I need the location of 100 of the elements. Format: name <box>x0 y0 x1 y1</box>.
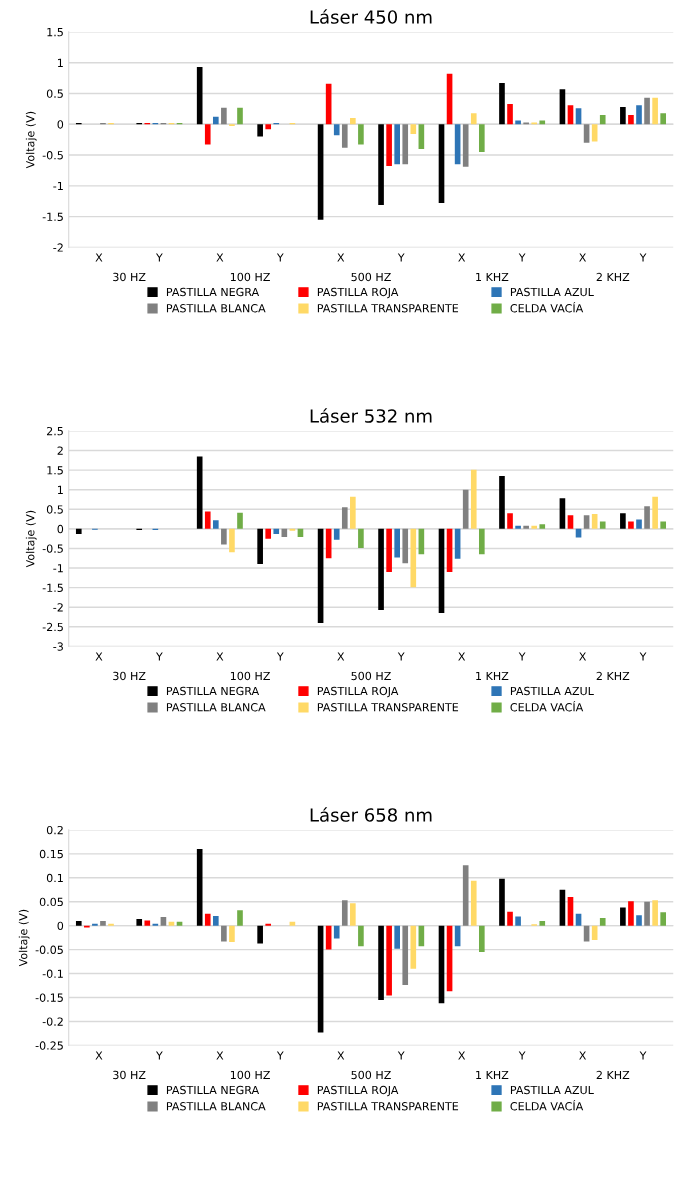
y-tick-label: 0.5 <box>46 505 63 514</box>
x-tick-label: Y <box>155 253 163 262</box>
bar <box>644 506 650 529</box>
bar <box>350 496 356 529</box>
y-tick-label: 0.1 <box>46 873 63 883</box>
y-tick-label: -0.5 <box>42 544 63 553</box>
bar <box>386 528 392 572</box>
y-tick-label: -1.5 <box>42 583 63 592</box>
bar <box>212 916 219 926</box>
bar <box>144 920 151 926</box>
x-tick-label: Y <box>639 253 647 262</box>
bar <box>333 925 340 939</box>
bar <box>136 918 143 926</box>
x-tick-label: Y <box>397 652 405 661</box>
y-tick-label: -0.15 <box>35 993 63 1002</box>
bar <box>410 124 417 135</box>
y-tick-label: -0.25 <box>35 1041 63 1050</box>
y-tick-label: 0.15 <box>39 849 63 859</box>
bar <box>567 896 574 926</box>
bar <box>499 83 505 125</box>
bar <box>515 916 521 926</box>
y-tick-label: 0.5 <box>46 89 63 98</box>
y-tick-label: -1.5 <box>42 212 63 221</box>
bar <box>333 124 340 136</box>
x-tick-label: Y <box>518 1051 526 1060</box>
x-tick-label: X <box>216 1051 224 1060</box>
bar <box>418 124 425 149</box>
bar <box>196 456 203 529</box>
bar <box>350 118 356 125</box>
bar <box>652 97 658 125</box>
bar <box>100 920 106 926</box>
bar <box>628 115 634 125</box>
x-tick-label: X <box>95 253 103 262</box>
chart-title: Láser 658 nm <box>310 807 432 822</box>
legend-label: PASTILLA BLANCA <box>166 703 266 712</box>
y-tick-label: 0 <box>57 120 64 129</box>
bar <box>470 113 477 125</box>
y-tick-label: -3 <box>53 642 63 651</box>
bar <box>599 521 606 529</box>
bar <box>410 925 417 969</box>
x-tick-label: X <box>458 652 466 661</box>
bar <box>257 124 263 137</box>
bar <box>237 910 243 926</box>
x-tick-label: Y <box>639 1051 647 1060</box>
x-tick-label: Y <box>155 1051 163 1060</box>
bar <box>273 528 280 534</box>
x-tick-label: Y <box>397 1051 405 1060</box>
bar <box>470 469 477 529</box>
x-tick-label: Y <box>276 1051 284 1060</box>
bar <box>394 528 400 558</box>
bar <box>289 921 296 926</box>
legend-label: PASTILLA NEGRA <box>166 287 260 297</box>
y-tick-label: 1.5 <box>47 466 63 475</box>
bar <box>229 925 235 942</box>
bar <box>660 113 667 125</box>
bar <box>470 880 477 926</box>
bar <box>402 124 409 165</box>
x-tick-label: X <box>337 652 345 661</box>
bar <box>583 124 590 143</box>
bar <box>257 925 263 944</box>
legend-label: PASTILLA TRANSPARENTE <box>317 1102 459 1111</box>
legend-label: CELDA VACÍA <box>510 1100 584 1111</box>
bar <box>499 878 505 926</box>
bar <box>386 124 392 167</box>
x-tick-label: X <box>95 1051 103 1060</box>
legend-label: CELDA VACÍA <box>510 701 584 712</box>
text: 100 HZ <box>230 1070 270 1080</box>
bar <box>204 913 211 926</box>
bar <box>507 513 513 529</box>
legend-label: PASTILLA NEGRA <box>166 686 260 696</box>
y-tick-label: -0.2 <box>42 1017 63 1026</box>
bar <box>559 498 566 529</box>
legend-label: PASTILLA AZUL <box>510 287 594 297</box>
bar <box>75 920 82 926</box>
bar <box>620 513 626 529</box>
y-tick-label: 1.5 <box>47 28 63 37</box>
bar <box>358 124 364 145</box>
bar <box>567 515 574 529</box>
y-axis-title: Voltaje (V) <box>25 510 37 568</box>
text: 500 HZ <box>351 671 391 681</box>
bar <box>168 921 175 926</box>
y-tick-label: -2 <box>53 243 63 252</box>
y-tick-label: 0 <box>57 524 64 534</box>
bar <box>462 124 469 167</box>
bar <box>531 525 538 529</box>
text: 2 KHZ <box>596 1070 630 1079</box>
x-tick-label: Y <box>639 652 647 661</box>
y-tick-label: -1 <box>53 181 63 191</box>
bar <box>378 925 384 1000</box>
y-tick-label: -0.5 <box>42 151 63 160</box>
chart-title: Láser 450 nm <box>310 9 432 24</box>
bar <box>523 525 529 529</box>
y-tick-label: 0 <box>57 921 64 931</box>
text: 30 HZ <box>113 1070 146 1080</box>
bar <box>386 925 392 996</box>
bar <box>358 925 364 947</box>
bar <box>402 528 409 564</box>
text: 100 HZ <box>230 272 270 282</box>
bar <box>636 105 642 125</box>
bar <box>257 528 263 565</box>
